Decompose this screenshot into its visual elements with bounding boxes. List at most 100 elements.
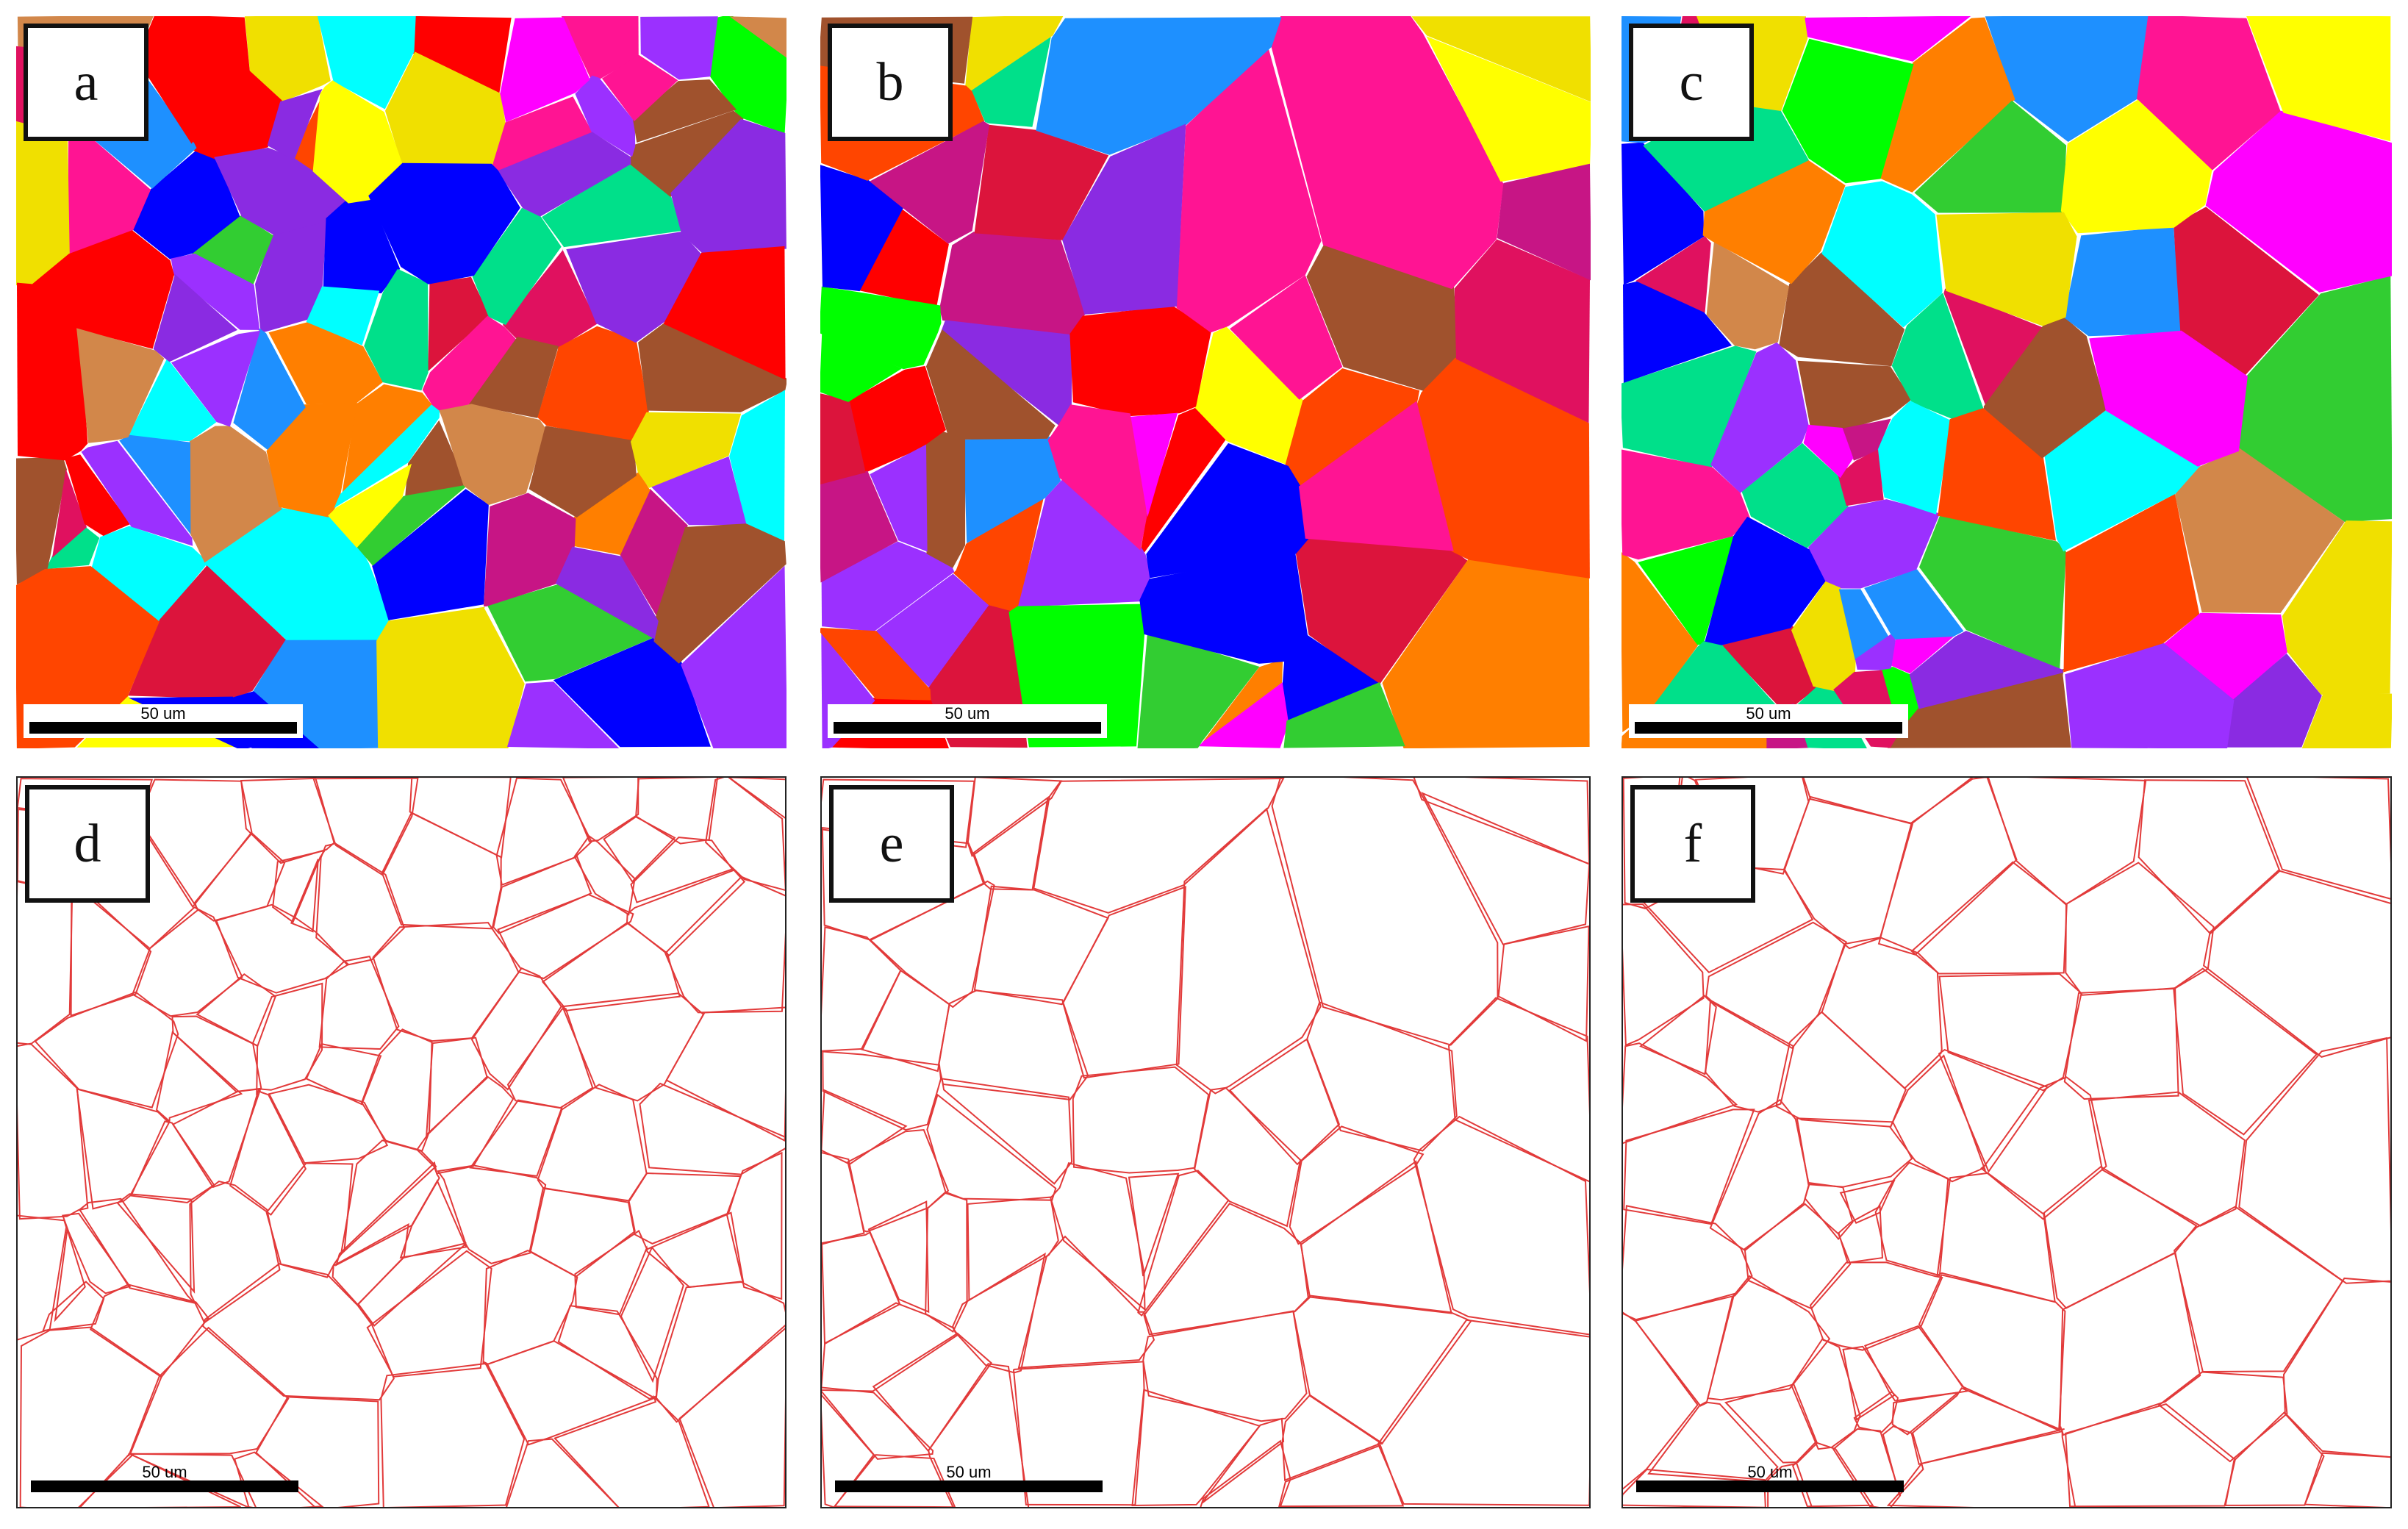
- grain: [334, 404, 440, 509]
- grain: [848, 365, 946, 473]
- grain: [68, 127, 151, 256]
- grain: [1914, 100, 2067, 213]
- grain-boundary: [1413, 778, 1589, 865]
- grain: [1710, 342, 1809, 493]
- grain: [2238, 276, 2392, 522]
- grain-boundary: [54, 1229, 86, 1322]
- grain-boundary: [2157, 1371, 2288, 1463]
- grain: [1721, 626, 1817, 709]
- grain-boundary: [1802, 778, 1974, 825]
- boundary-map-f: f 50 um: [1622, 776, 2392, 1508]
- grain: [653, 523, 786, 664]
- scale-bar-label-f: 50 um: [1747, 1463, 1793, 1481]
- grain-boundary: [1497, 925, 1589, 1042]
- grain: [132, 151, 240, 259]
- grain: [1198, 682, 1289, 748]
- grain: [631, 412, 742, 488]
- grain: [640, 16, 718, 80]
- grain: [189, 426, 282, 563]
- grain-boundary: [1448, 997, 1589, 1183]
- grain: [1270, 16, 1504, 290]
- grain-boundary: [1200, 1439, 1291, 1507]
- grain: [1891, 293, 1985, 420]
- scale-bar-label-d: 50 um: [142, 1463, 187, 1481]
- grain: [2205, 110, 2392, 293]
- grain: [1891, 634, 1957, 674]
- grain-boundary: [2065, 1403, 2236, 1507]
- grain-boundary: [1050, 1161, 1146, 1311]
- grain-boundary: [332, 1222, 409, 1306]
- grain-boundary: [372, 922, 523, 1042]
- grain: [439, 404, 547, 505]
- grain-boundary: [229, 1089, 307, 1216]
- grain-boundary: [1705, 921, 1847, 1050]
- grain: [1426, 36, 1591, 182]
- grain-boundary: [1796, 1117, 1913, 1188]
- grain: [729, 16, 786, 58]
- grain-boundary: [76, 1088, 171, 1210]
- grain: [1985, 16, 2150, 142]
- grain: [2061, 493, 2200, 673]
- grain: [412, 16, 512, 94]
- grain: [650, 456, 747, 526]
- grain-boundary: [1142, 1310, 1308, 1422]
- grain-boundary: [664, 875, 785, 1014]
- grain: [1230, 275, 1343, 400]
- grain: [64, 454, 131, 536]
- grain: [190, 68, 282, 160]
- grain: [364, 268, 429, 391]
- grain: [1909, 631, 2064, 709]
- boundary-map-d: d 50 um: [16, 776, 786, 1508]
- grain: [1139, 551, 1308, 664]
- grain: [507, 681, 620, 748]
- grain-boundary: [1281, 1394, 1384, 1481]
- grain-boundary: [867, 1200, 930, 1314]
- grain-boundary: [18, 1042, 89, 1220]
- panel-label-a: a: [24, 24, 148, 141]
- grain-boundary: [833, 1454, 956, 1507]
- grain-boundary: [1744, 1203, 1852, 1310]
- grain-boundary: [2088, 1091, 2246, 1227]
- grain: [487, 584, 654, 682]
- grain: [2226, 653, 2322, 748]
- grain-boundary: [437, 1164, 547, 1264]
- scale-bar-e: 50 um: [829, 1463, 1108, 1497]
- grain-boundary: [2059, 1251, 2201, 1436]
- boundary-map-e: e 50 um: [820, 776, 1591, 1508]
- grain-boundary: [409, 778, 512, 859]
- grain: [2060, 99, 2212, 234]
- grain-boundary: [847, 1129, 950, 1233]
- grain: [497, 132, 631, 217]
- grain: [709, 16, 786, 134]
- grain-boundary: [381, 812, 502, 930]
- grain: [2282, 520, 2392, 695]
- grain-boundary: [1128, 1172, 1180, 1277]
- grain-boundary: [725, 1151, 783, 1300]
- grain-boundary: [655, 1281, 785, 1423]
- grain: [46, 525, 100, 570]
- grain: [820, 286, 942, 370]
- grain: [1887, 668, 2071, 748]
- grain-boundary: [553, 1394, 710, 1507]
- grain: [974, 124, 1109, 240]
- grain-boundary: [1278, 1444, 1405, 1507]
- grain: [127, 565, 286, 699]
- grain: [1497, 163, 1591, 281]
- grain: [537, 326, 649, 443]
- grain: [1936, 212, 2077, 326]
- grain: [472, 207, 562, 326]
- grain: [500, 17, 590, 123]
- grain: [52, 469, 87, 558]
- grain: [1791, 581, 1856, 692]
- grain: [306, 286, 380, 345]
- panel-label-e: e: [829, 785, 954, 903]
- grain-boundary: [1072, 1066, 1210, 1174]
- grain-boundary: [872, 1332, 992, 1453]
- grain-boundary: [492, 855, 592, 934]
- grain-boundary: [822, 1089, 908, 1165]
- grain: [356, 485, 467, 566]
- grain-boundary: [318, 955, 400, 1050]
- grain-boundary: [234, 1451, 324, 1507]
- grain-boundary: [627, 1172, 742, 1245]
- grain-boundary: [127, 1326, 290, 1457]
